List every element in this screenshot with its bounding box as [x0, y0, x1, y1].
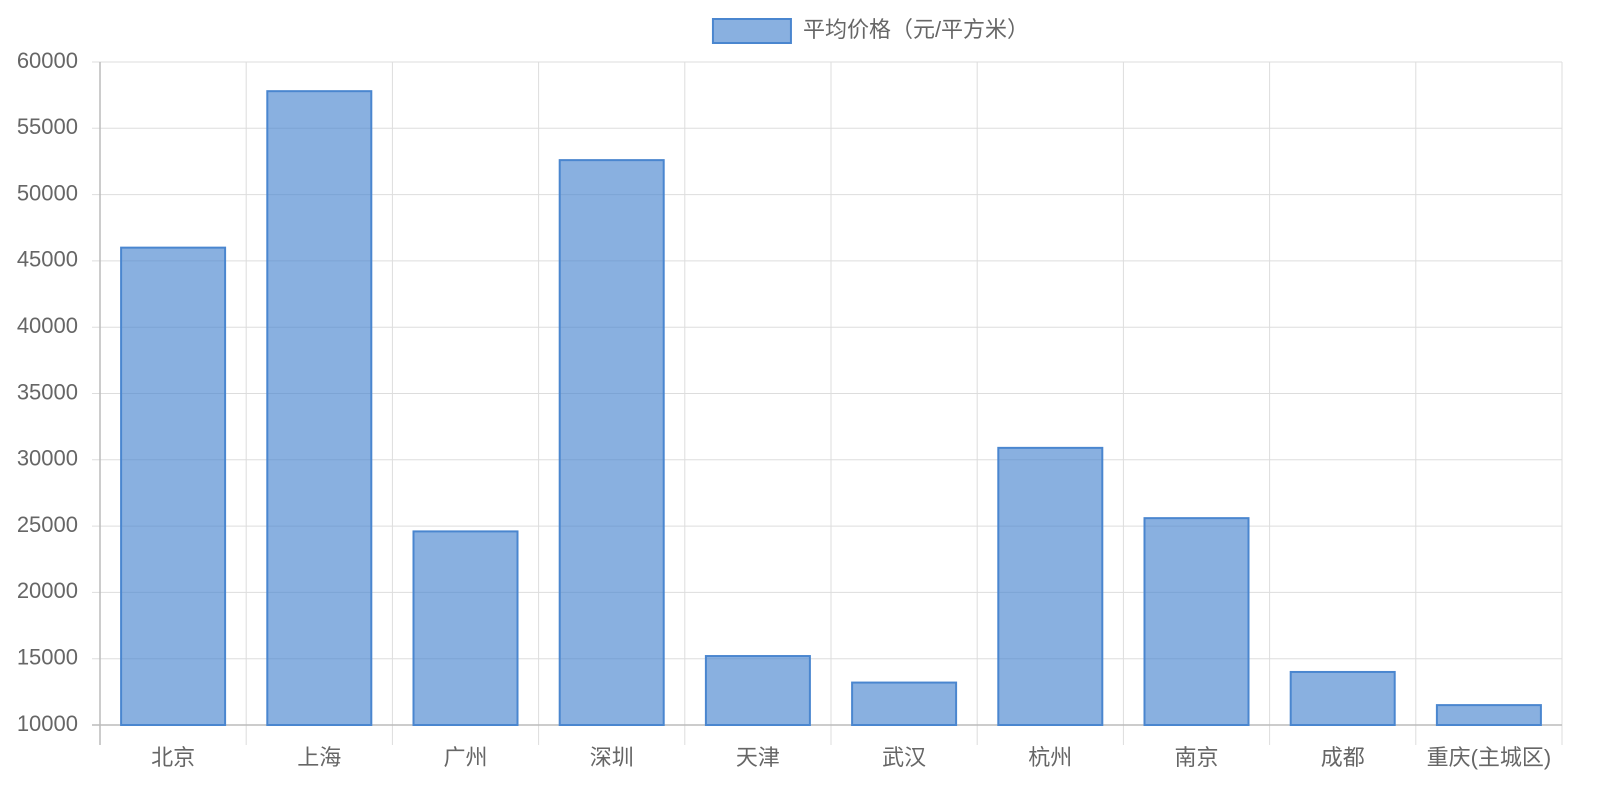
y-tick-label: 45000	[17, 247, 78, 272]
bar	[1435, 704, 1542, 726]
bar	[412, 530, 519, 726]
x-tick-label: 上海	[297, 745, 341, 770]
x-tick-label: 重庆(主城区)	[1427, 745, 1552, 770]
x-tick-label: 广州	[443, 745, 487, 770]
bar	[1289, 670, 1396, 727]
x-tick-label: 南京	[1174, 745, 1218, 770]
y-tick-label: 10000	[17, 711, 78, 736]
bar	[1143, 517, 1250, 726]
x-tick-label: 杭州	[1028, 745, 1072, 770]
legend-swatch	[711, 18, 792, 44]
y-tick-label: 15000	[17, 645, 78, 670]
y-tick-label: 20000	[17, 578, 78, 603]
y-tick-label: 40000	[17, 313, 78, 338]
y-tick-label: 60000	[17, 48, 78, 73]
bar	[120, 246, 227, 726]
y-tick-label: 30000	[17, 446, 78, 471]
x-tick-label: 北京	[151, 745, 195, 770]
x-tick-label: 深圳	[590, 745, 634, 770]
x-tick-label: 天津	[736, 745, 780, 770]
y-tick-label: 50000	[17, 180, 78, 205]
bar	[266, 90, 373, 726]
legend-label: 平均价格（元/平方米）	[803, 17, 1029, 42]
bar	[851, 681, 958, 726]
y-tick-label: 25000	[17, 512, 78, 537]
bar	[558, 159, 665, 726]
bar	[997, 446, 1104, 726]
y-tick-label: 55000	[17, 114, 78, 139]
x-tick-label: 武汉	[882, 745, 926, 770]
x-tick-label: 成都	[1321, 745, 1365, 770]
y-tick-label: 35000	[17, 379, 78, 404]
bar	[704, 655, 811, 726]
